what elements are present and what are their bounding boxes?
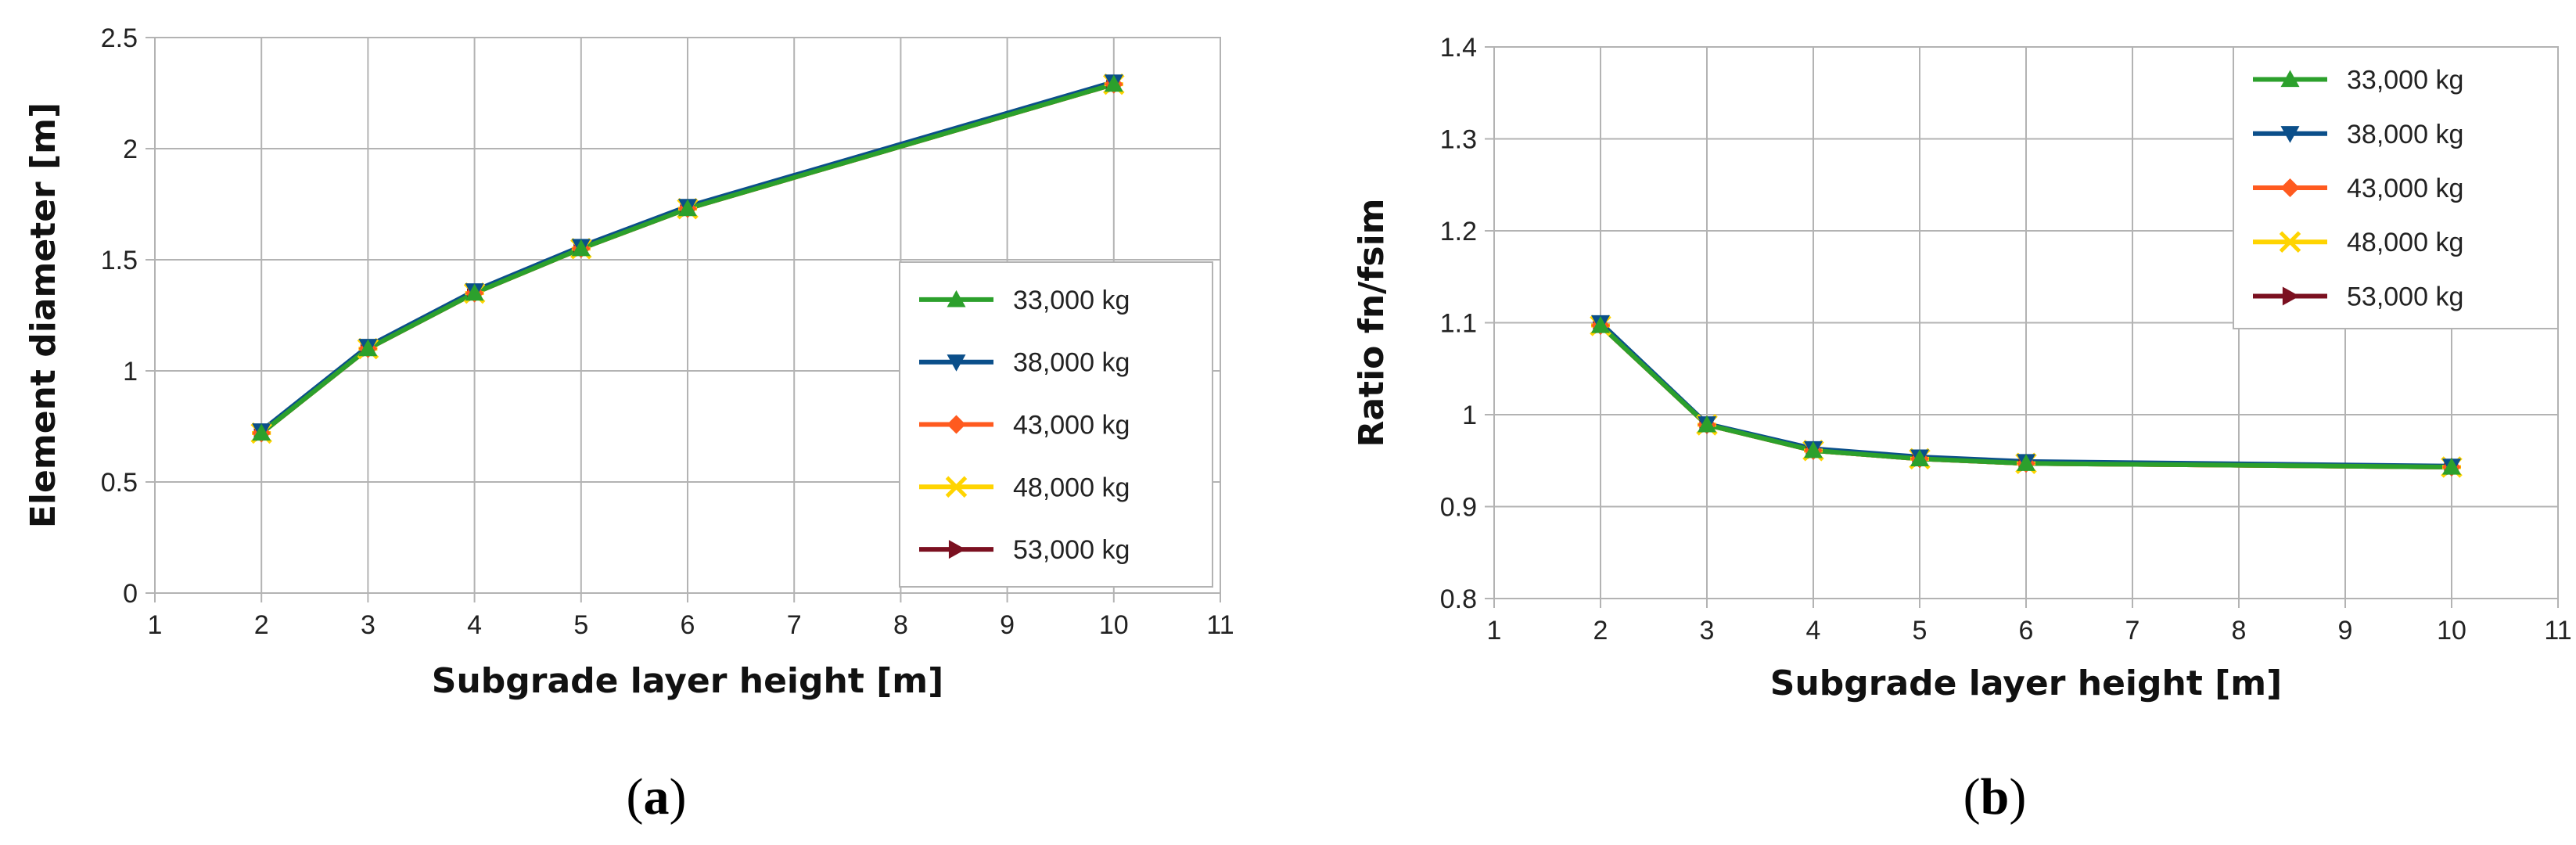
chart-b-x-tick-label: 7 <box>2125 616 2140 645</box>
chart-b-x-tick-label: 6 <box>2019 616 2034 645</box>
chart-a-x-tick-label: 10 <box>1099 610 1129 640</box>
chart-b-x-axis-title: Subgrade layer height [m] <box>1770 663 2283 703</box>
chart-a-y-axis-title: Element diameter [m] <box>23 102 63 528</box>
chart-a-y-tick-label: 0.5 <box>101 468 138 498</box>
chart-a-y-tick-label: 1 <box>123 357 138 387</box>
chart-a-data-point <box>465 283 484 301</box>
chart-a-data-point <box>1104 74 1123 92</box>
chart-a-x-tick-label: 8 <box>893 610 908 640</box>
chart-b-x-tick-label: 8 <box>2232 616 2247 645</box>
chart-a-legend-marker <box>948 540 966 559</box>
chart-b-x-tick-label: 1 <box>1487 616 1502 645</box>
chart-a-x-tick-label: 4 <box>467 610 482 640</box>
chart-b-legend-label: 38,000 kg <box>2347 120 2463 149</box>
chart-b-y-tick-label: 1 <box>1462 401 1477 430</box>
chart-a-legend-label: 48,000 kg <box>1013 473 1130 502</box>
chart-b-legend-marker <box>2280 178 2300 197</box>
chart-a-x-tick-label: 3 <box>361 610 375 640</box>
chart-b-legend-label: 48,000 kg <box>2347 228 2463 257</box>
chart-a-legend-marker <box>947 289 966 307</box>
chart-b-x-tick-label: 10 <box>2437 616 2466 645</box>
chart-b-y-tick-label: 0.9 <box>1440 493 1477 523</box>
chart-b-data-point <box>1591 316 1610 333</box>
chart-a-legend-label: 43,000 kg <box>1013 411 1130 440</box>
chart-b-y-axis-title: Ratio fn/fsim <box>1352 198 1392 447</box>
chart-a-legend-label: 38,000 kg <box>1013 348 1130 378</box>
chart-b-data-point <box>2017 454 2035 471</box>
chart-a-data-point <box>252 423 271 441</box>
chart-b-data-point <box>1698 415 1716 433</box>
chart-b-legend-label: 43,000 kg <box>2347 174 2463 203</box>
chart-a-legend-marker <box>947 415 966 434</box>
chart-b-y-tick-label: 1.3 <box>1440 125 1477 155</box>
chart-b: 1 2 3 4 5 6 7 8 9 10 11 0.8 0.9 1 1.1 1.2 1.3 1.4 33,000 k… <box>1352 33 2572 825</box>
chart-b-x-tick-label: 3 <box>1700 616 1715 645</box>
chart-a-x-tick-label: 1 <box>148 610 163 640</box>
chart-a-x-tick-label: 7 <box>787 610 802 640</box>
chart-a-series-line <box>260 81 1115 435</box>
chart-b-y-tick-label: 1.4 <box>1440 33 1477 63</box>
chart-b-legend-label: 33,000 kg <box>2347 66 2463 95</box>
chart-b-data-point <box>1910 449 1929 466</box>
chart-b-x-tick-label: 11 <box>2544 616 2571 645</box>
chart-b-legend-marker <box>2280 126 2300 143</box>
chart-a-legend-marker <box>947 354 966 372</box>
chart-b-data-point <box>2442 457 2461 475</box>
chart-a-x-tick-label: 11 <box>1206 610 1234 640</box>
chart-b-y-tick-label: 0.8 <box>1440 584 1477 614</box>
chart-b-y-tick-label: 1.1 <box>1440 309 1477 339</box>
chart-a-y-tick-label: 2 <box>123 135 138 164</box>
chart-b-series-line <box>1598 323 2452 469</box>
chart-a-y-tick-label: 1.5 <box>101 246 138 275</box>
chart-b-x-tick-label: 9 <box>2338 616 2353 645</box>
chart-a-x-axis-title: Subgrade layer height [m] <box>432 661 944 701</box>
chart-b-x-tick-label: 5 <box>1913 616 1928 645</box>
chart-b-legend-label: 53,000 kg <box>2347 282 2463 311</box>
chart-a-panel-label: (a) <box>627 768 687 825</box>
chart-a-y-tick-label: 2.5 <box>101 23 138 53</box>
chart-a-x-tick-label: 6 <box>681 610 695 640</box>
chart-a-data-point <box>678 199 697 217</box>
chart-b-x-tick-label: 4 <box>1806 616 1821 645</box>
chart-a-data-point <box>358 339 378 357</box>
chart-a-y-tick-label: 0 <box>123 579 138 609</box>
chart-b-data-point <box>1804 440 1823 458</box>
chart-a: 1 2 3 4 5 6 7 8 9 10 11 0 0.5 1 1.5 2 2.5 33,000 kg 38,000… <box>23 23 1234 825</box>
chart-b-x-tick-label: 2 <box>1593 616 1608 645</box>
chart-b-legend-marker <box>2279 231 2301 253</box>
chart-a-x-tick-label: 9 <box>1000 610 1015 640</box>
chart-a-legend-label: 53,000 kg <box>1013 535 1130 565</box>
chart-b-legend-marker <box>2282 286 2300 306</box>
chart-b-panel-label: (b) <box>1963 768 2027 825</box>
chart-a-legend-label: 33,000 kg <box>1013 286 1130 315</box>
chart-a-data-point <box>571 239 591 257</box>
chart-a-x-tick-label: 5 <box>573 610 588 640</box>
chart-b-y-tick-label: 1.2 <box>1440 217 1477 246</box>
chart-b-legend-marker <box>2280 70 2300 88</box>
chart-a-legend-marker <box>945 476 968 498</box>
chart-a-x-tick-label: 2 <box>254 610 269 640</box>
